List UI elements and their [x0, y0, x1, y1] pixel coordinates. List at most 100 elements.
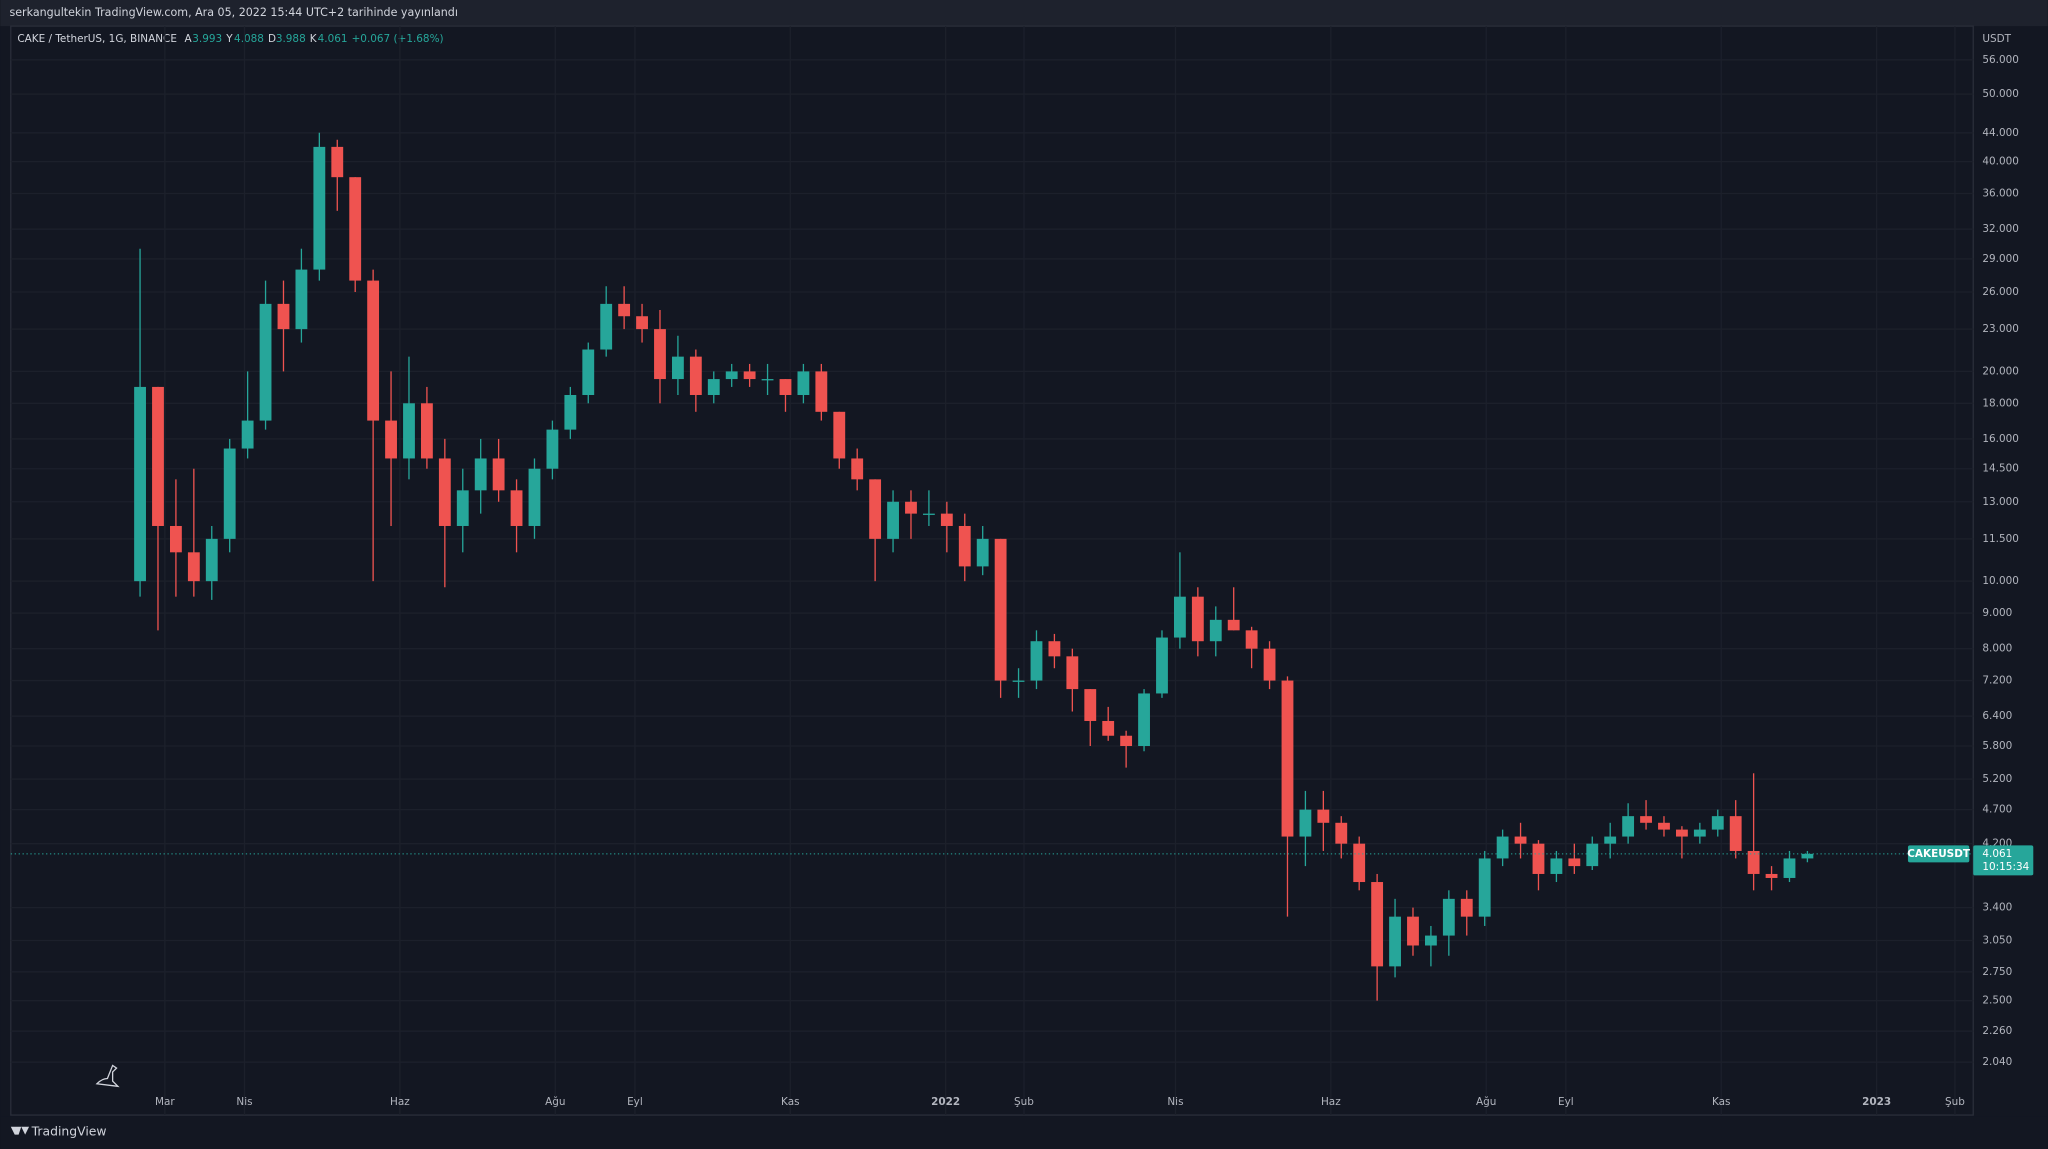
- candle-body: [1496, 836, 1509, 859]
- candle-body: [564, 394, 577, 430]
- candle-body: [1765, 873, 1778, 878]
- candle-body: [1299, 809, 1312, 837]
- x-tick-label: Eyl: [1558, 1096, 1574, 1108]
- candle-body: [1191, 596, 1204, 642]
- candle-body: [349, 177, 362, 281]
- candle-body: [420, 403, 433, 459]
- high-value: 4.088: [234, 33, 264, 45]
- candle-body: [1693, 829, 1706, 837]
- candle-body: [1317, 809, 1330, 823]
- plot-frame: [10, 25, 1974, 1116]
- candle-body: [1568, 858, 1581, 867]
- candle-body: [1640, 816, 1652, 823]
- y-tick-label: 20.000: [1982, 365, 2019, 377]
- countdown: 10:15:34: [1982, 861, 2029, 873]
- candle-body: [618, 303, 631, 317]
- low-value: 3.988: [276, 33, 306, 45]
- y-tick-label: 23.000: [1982, 323, 2019, 335]
- y-tick-label: 3.400: [1982, 902, 2012, 914]
- candle-body: [1084, 689, 1097, 721]
- y-tick-label: 9.000: [1982, 607, 2012, 619]
- candle-body: [474, 458, 487, 491]
- open-label: A: [184, 33, 192, 45]
- candle-body: [1048, 641, 1061, 657]
- candle-body: [1478, 858, 1491, 917]
- x-tick-label: Ağu: [545, 1096, 565, 1108]
- candle-body: [1353, 843, 1366, 883]
- candle-body: [205, 538, 218, 582]
- y-tick-label: 13.000: [1982, 496, 2019, 508]
- candle-body: [743, 371, 756, 380]
- y-tick-label: 16.000: [1982, 433, 2019, 445]
- y-tick-label: 4.700: [1982, 804, 2012, 816]
- candle-body: [1586, 843, 1599, 867]
- candle-body: [1550, 858, 1563, 874]
- candle-body: [1747, 850, 1760, 874]
- candle-body: [797, 371, 810, 395]
- x-tick-label: Eyl: [627, 1096, 643, 1108]
- candle-body: [940, 513, 953, 526]
- candle-body: [438, 458, 451, 526]
- candle-body: [546, 429, 559, 469]
- candle-body: [492, 458, 505, 491]
- candle-body: [1514, 836, 1527, 844]
- candle-body: [707, 379, 720, 395]
- candle-body: [1442, 898, 1455, 936]
- overlay: 56.000 50.000 44.000 40.000 36.000 32.000 29.0…: [10, 54, 2034, 1108]
- close-value: 4.061: [318, 33, 348, 45]
- candle-body: [134, 386, 146, 582]
- x-tick-label: Kas: [1712, 1096, 1731, 1108]
- y-tick-label: 26.000: [1982, 286, 2019, 298]
- y-tick-label: 40.000: [1982, 156, 2019, 168]
- y-tick-label: 50.000: [1982, 88, 2019, 100]
- candle-body: [1173, 596, 1186, 638]
- candle-body: [223, 448, 236, 539]
- candle-body: [528, 468, 541, 526]
- candle-body: [1783, 858, 1796, 878]
- y-tick-label: 56.000: [1982, 54, 2019, 66]
- publisher: serkangultekin TradingView.com, Ara 05, …: [9, 6, 457, 19]
- brand: TradingView: [31, 1124, 107, 1139]
- y-tick-label: 32.000: [1982, 223, 2019, 235]
- candle-body: [761, 379, 774, 381]
- y-unit: USDT: [1982, 33, 2011, 45]
- y-tick-label: 6.400: [1982, 710, 2012, 722]
- price-tag: [1973, 845, 2034, 876]
- x-tick-label: Şub: [1945, 1096, 1965, 1108]
- symbol-name: CAKEUSDT: [1907, 848, 1971, 860]
- footer-bar: [0, 1116, 2048, 1149]
- candle-body: [295, 269, 308, 330]
- low-label: D: [268, 33, 276, 45]
- y-tick-label: 14.500: [1982, 463, 2019, 475]
- grid: [10, 26, 1974, 1116]
- x-tick-label: Şub: [1014, 1096, 1034, 1108]
- candle-body: [187, 552, 200, 582]
- candle-body: [1138, 693, 1150, 746]
- open-value: 3.993: [192, 33, 222, 45]
- candle-body: [1424, 935, 1437, 946]
- candle-body: [313, 146, 326, 270]
- candle-body: [259, 303, 272, 421]
- candle-body: [887, 501, 899, 539]
- candle-body: [1012, 680, 1025, 682]
- x-tick-label: Haz: [390, 1096, 410, 1108]
- dino-icon: [95, 1064, 120, 1088]
- header-bar: [0, 0, 2048, 27]
- candle-body: [1711, 816, 1724, 830]
- candle-body: [1102, 720, 1115, 736]
- candle-body: [994, 538, 1007, 681]
- candle-body: [331, 146, 344, 178]
- x-tick-label: 2023: [1862, 1096, 1891, 1108]
- candle-body: [654, 329, 666, 380]
- change: +0.067 (+1.68%): [352, 33, 444, 45]
- y-tick-label: 2.750: [1982, 966, 2012, 978]
- candle-body: [976, 538, 989, 567]
- high-label: Y: [225, 33, 233, 45]
- close-label: K: [310, 33, 318, 45]
- x-tick-label: Haz: [1321, 1096, 1341, 1108]
- y-tick-label: 7.200: [1982, 675, 2012, 687]
- y-tick-label: 11.500: [1982, 533, 2019, 545]
- candle-body: [1532, 843, 1545, 874]
- legend: CAKE / TetherUS, 1G, BINANCE A 3.993 Y 4…: [17, 33, 443, 45]
